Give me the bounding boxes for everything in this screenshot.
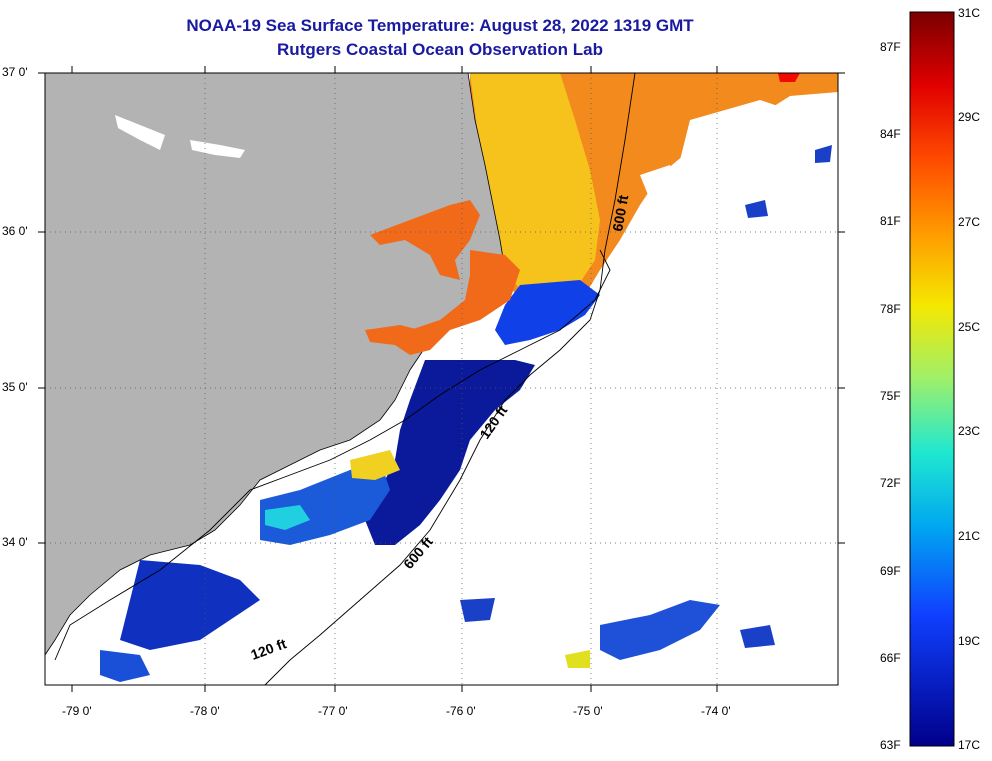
map-title: NOAA-19 Sea Surface Temperature: August … [186,16,694,35]
lon-label-74: -74 0' [701,704,731,718]
hot-spot [778,73,800,82]
albemarle-sound [370,200,480,280]
pamlico-sound [395,250,520,355]
cb-f-87: 87F [880,40,901,54]
yellow-water-region [470,73,600,300]
cb-f-78: 78F [880,302,901,316]
cb-f-66: 66F [880,651,901,665]
pamlico-river [365,325,420,345]
cb-c-25: 25C [958,320,981,334]
lake-2 [190,140,245,158]
cb-f-69: 69F [880,564,901,578]
lon-label-75: -75 0' [573,704,603,718]
cb-f-63: 63F [880,738,901,752]
map-subtitle: Rutgers Coastal Ocean Observation Lab [277,40,603,59]
land-mass [45,73,506,656]
isobath-600ft [264,73,636,685]
cloud-gap-north [680,100,790,170]
cold-patch-east [745,200,768,218]
cb-f-75: 75F [880,389,901,403]
lat-label-35: 35 0' [2,380,28,394]
cold-water-sw [120,560,260,650]
lake-1 [115,115,165,150]
cb-f-72: 72F [880,476,901,490]
lat-label-37: 37 0' [2,65,28,79]
cb-f-84: 84F [880,127,901,141]
cb-c-23: 23C [958,424,981,438]
cold-patch-ne [815,145,832,163]
yellow-patch-shelf [350,450,400,480]
cold-water-far-sw [100,650,150,682]
cold-patch-se-3 [460,598,495,622]
cb-c-19: 19C [958,634,981,648]
lon-label-78: -78 0' [190,704,220,718]
cold-water-center [495,280,600,345]
cloud-gap-north-2 [640,165,675,200]
colorbar [909,11,955,747]
lat-label-34: 34 0' [2,535,28,549]
lon-label-77: -77 0' [318,704,348,718]
yellow-patch-se [565,650,590,668]
cyan-patch-shelf [265,505,310,530]
lat-label-36: 36 0' [2,224,28,238]
cb-c-27: 27C [958,215,981,229]
cb-c-31: 31C [958,6,981,20]
lon-label-79: -79 0' [62,704,92,718]
lon-label-76: -76 0' [446,704,476,718]
isobath-label-600ft-north: 600 ft [609,193,631,232]
cold-water-mid [365,360,535,545]
cb-c-21: 21C [958,529,981,543]
cb-f-81: 81F [880,214,901,228]
cb-c-17: 17C [958,738,981,752]
isobath-120ft [54,249,611,661]
cb-c-29: 29C [958,110,981,124]
cold-patch-se-1 [600,600,720,660]
cold-patch-se-2 [740,625,775,648]
